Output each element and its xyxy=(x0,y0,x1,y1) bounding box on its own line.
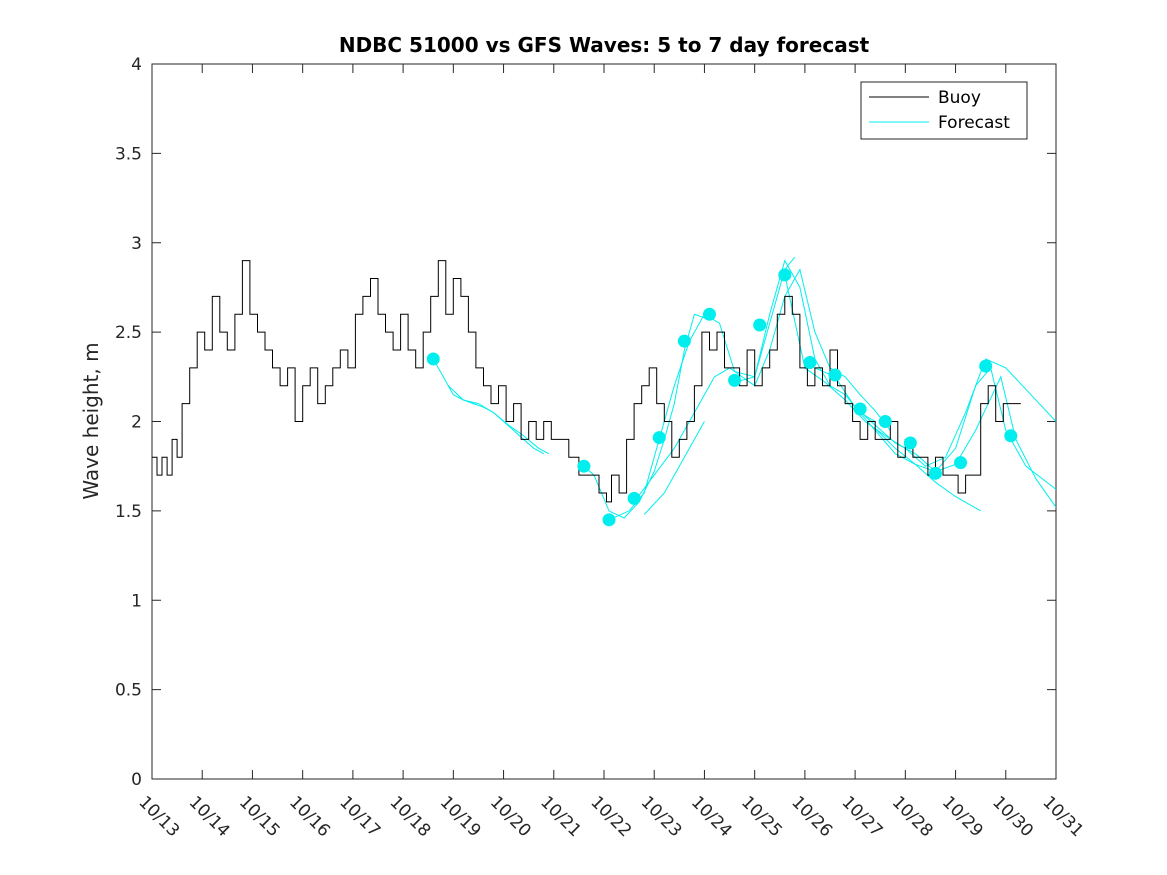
buoy-series xyxy=(152,260,1021,503)
forecast-point xyxy=(1004,429,1018,443)
legend: Buoy Forecast xyxy=(860,81,1028,140)
forecast-point xyxy=(753,318,767,332)
y-tick-label: 0 xyxy=(131,770,142,790)
forecast-point xyxy=(677,334,691,348)
y-tick-label: 1.5 xyxy=(115,502,142,522)
forecast-point xyxy=(577,459,591,473)
forecast-point xyxy=(627,491,641,505)
y-tick-label: 4 xyxy=(131,55,142,75)
forecast-point xyxy=(903,436,917,450)
forecast-point xyxy=(954,456,968,470)
legend-box xyxy=(860,81,1028,140)
forecast-point xyxy=(979,359,993,373)
y-tick-label: 0.5 xyxy=(115,681,142,701)
y-tick-labels: 0 0.5 1 1.5 2 2.5 3 3.5 4 xyxy=(115,55,142,790)
forecast-point xyxy=(728,373,742,387)
buoy-line xyxy=(152,260,1021,503)
forecast-point xyxy=(878,415,892,428)
y-axis-label: Wave height, m xyxy=(79,342,103,499)
forecast-point xyxy=(803,356,817,370)
forecast-point xyxy=(602,513,616,527)
y-tick-label: 3 xyxy=(131,234,142,254)
forecast-point xyxy=(702,307,716,321)
axis-ticks xyxy=(151,63,1057,780)
plot-area xyxy=(151,63,1057,780)
forecast-point xyxy=(828,368,842,382)
legend-forecast-label: Forecast xyxy=(938,113,1010,133)
forecast-point xyxy=(652,431,666,445)
forecast-line xyxy=(874,428,981,512)
chart-title: NDBC 51000 vs GFS Waves: 5 to 7 day fore… xyxy=(339,33,870,57)
forecast-point xyxy=(778,268,792,282)
forecast-point xyxy=(426,352,440,366)
forecast-line xyxy=(643,421,705,515)
y-tick-label: 2.5 xyxy=(115,323,142,343)
y-tick-label: 1 xyxy=(131,591,142,611)
forecast-point xyxy=(853,402,867,416)
y-tick-label: 2 xyxy=(131,413,142,433)
y-tick-label: 3.5 xyxy=(115,144,142,164)
forecast-line xyxy=(447,385,550,455)
forecast-point xyxy=(928,466,942,480)
legend-buoy-label: Buoy xyxy=(938,88,981,108)
forecast-markers xyxy=(426,268,1018,527)
